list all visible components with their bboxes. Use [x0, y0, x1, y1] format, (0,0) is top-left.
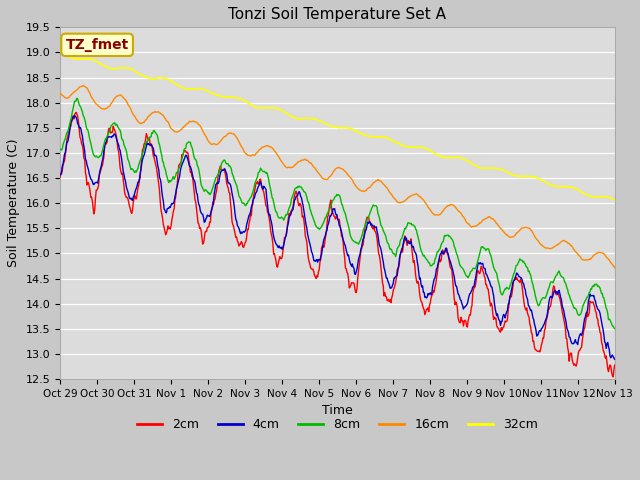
Line: 8cm: 8cm — [60, 98, 614, 329]
4cm — [124, 189, 132, 194]
16cm — [210, 141, 218, 147]
8cm — [611, 326, 618, 332]
16cm — [79, 83, 87, 88]
2cm — [124, 196, 132, 202]
4cm — [180, 156, 188, 162]
16cm — [66, 93, 74, 99]
8cm — [422, 255, 429, 261]
4cm — [406, 241, 413, 247]
Line: 2cm: 2cm — [60, 112, 614, 377]
8cm — [73, 96, 81, 101]
8cm — [124, 156, 132, 162]
2cm — [180, 147, 188, 153]
16cm — [124, 101, 132, 107]
Text: TZ_fmet: TZ_fmet — [65, 38, 129, 52]
16cm — [422, 200, 429, 206]
8cm — [406, 220, 413, 226]
2cm — [611, 362, 618, 368]
16cm — [611, 265, 618, 271]
Line: 32cm: 32cm — [60, 51, 614, 200]
Y-axis label: Soil Temperature (C): Soil Temperature (C) — [7, 139, 20, 267]
16cm — [180, 123, 188, 129]
8cm — [180, 146, 188, 152]
32cm — [180, 85, 188, 91]
32cm — [405, 144, 413, 150]
4cm — [56, 172, 64, 178]
Line: 16cm: 16cm — [60, 85, 614, 268]
Title: Tonzi Soil Temperature Set A: Tonzi Soil Temperature Set A — [228, 7, 446, 22]
8cm — [56, 146, 64, 152]
16cm — [406, 194, 413, 200]
2cm — [422, 309, 429, 315]
2cm — [406, 239, 413, 245]
Line: 4cm: 4cm — [60, 116, 614, 360]
32cm — [611, 197, 618, 203]
32cm — [56, 48, 64, 54]
4cm — [611, 357, 618, 362]
4cm — [210, 198, 218, 204]
2cm — [66, 124, 74, 130]
2cm — [56, 174, 64, 180]
16cm — [56, 90, 64, 96]
Legend: 2cm, 4cm, 8cm, 16cm, 32cm: 2cm, 4cm, 8cm, 16cm, 32cm — [132, 413, 543, 436]
8cm — [66, 120, 74, 126]
32cm — [421, 145, 429, 151]
8cm — [210, 183, 218, 189]
X-axis label: Time: Time — [322, 405, 353, 418]
32cm — [66, 54, 74, 60]
4cm — [71, 113, 79, 119]
32cm — [209, 91, 216, 96]
32cm — [124, 65, 131, 71]
2cm — [210, 202, 218, 207]
4cm — [422, 294, 429, 300]
2cm — [72, 109, 80, 115]
2cm — [609, 374, 617, 380]
4cm — [66, 126, 74, 132]
